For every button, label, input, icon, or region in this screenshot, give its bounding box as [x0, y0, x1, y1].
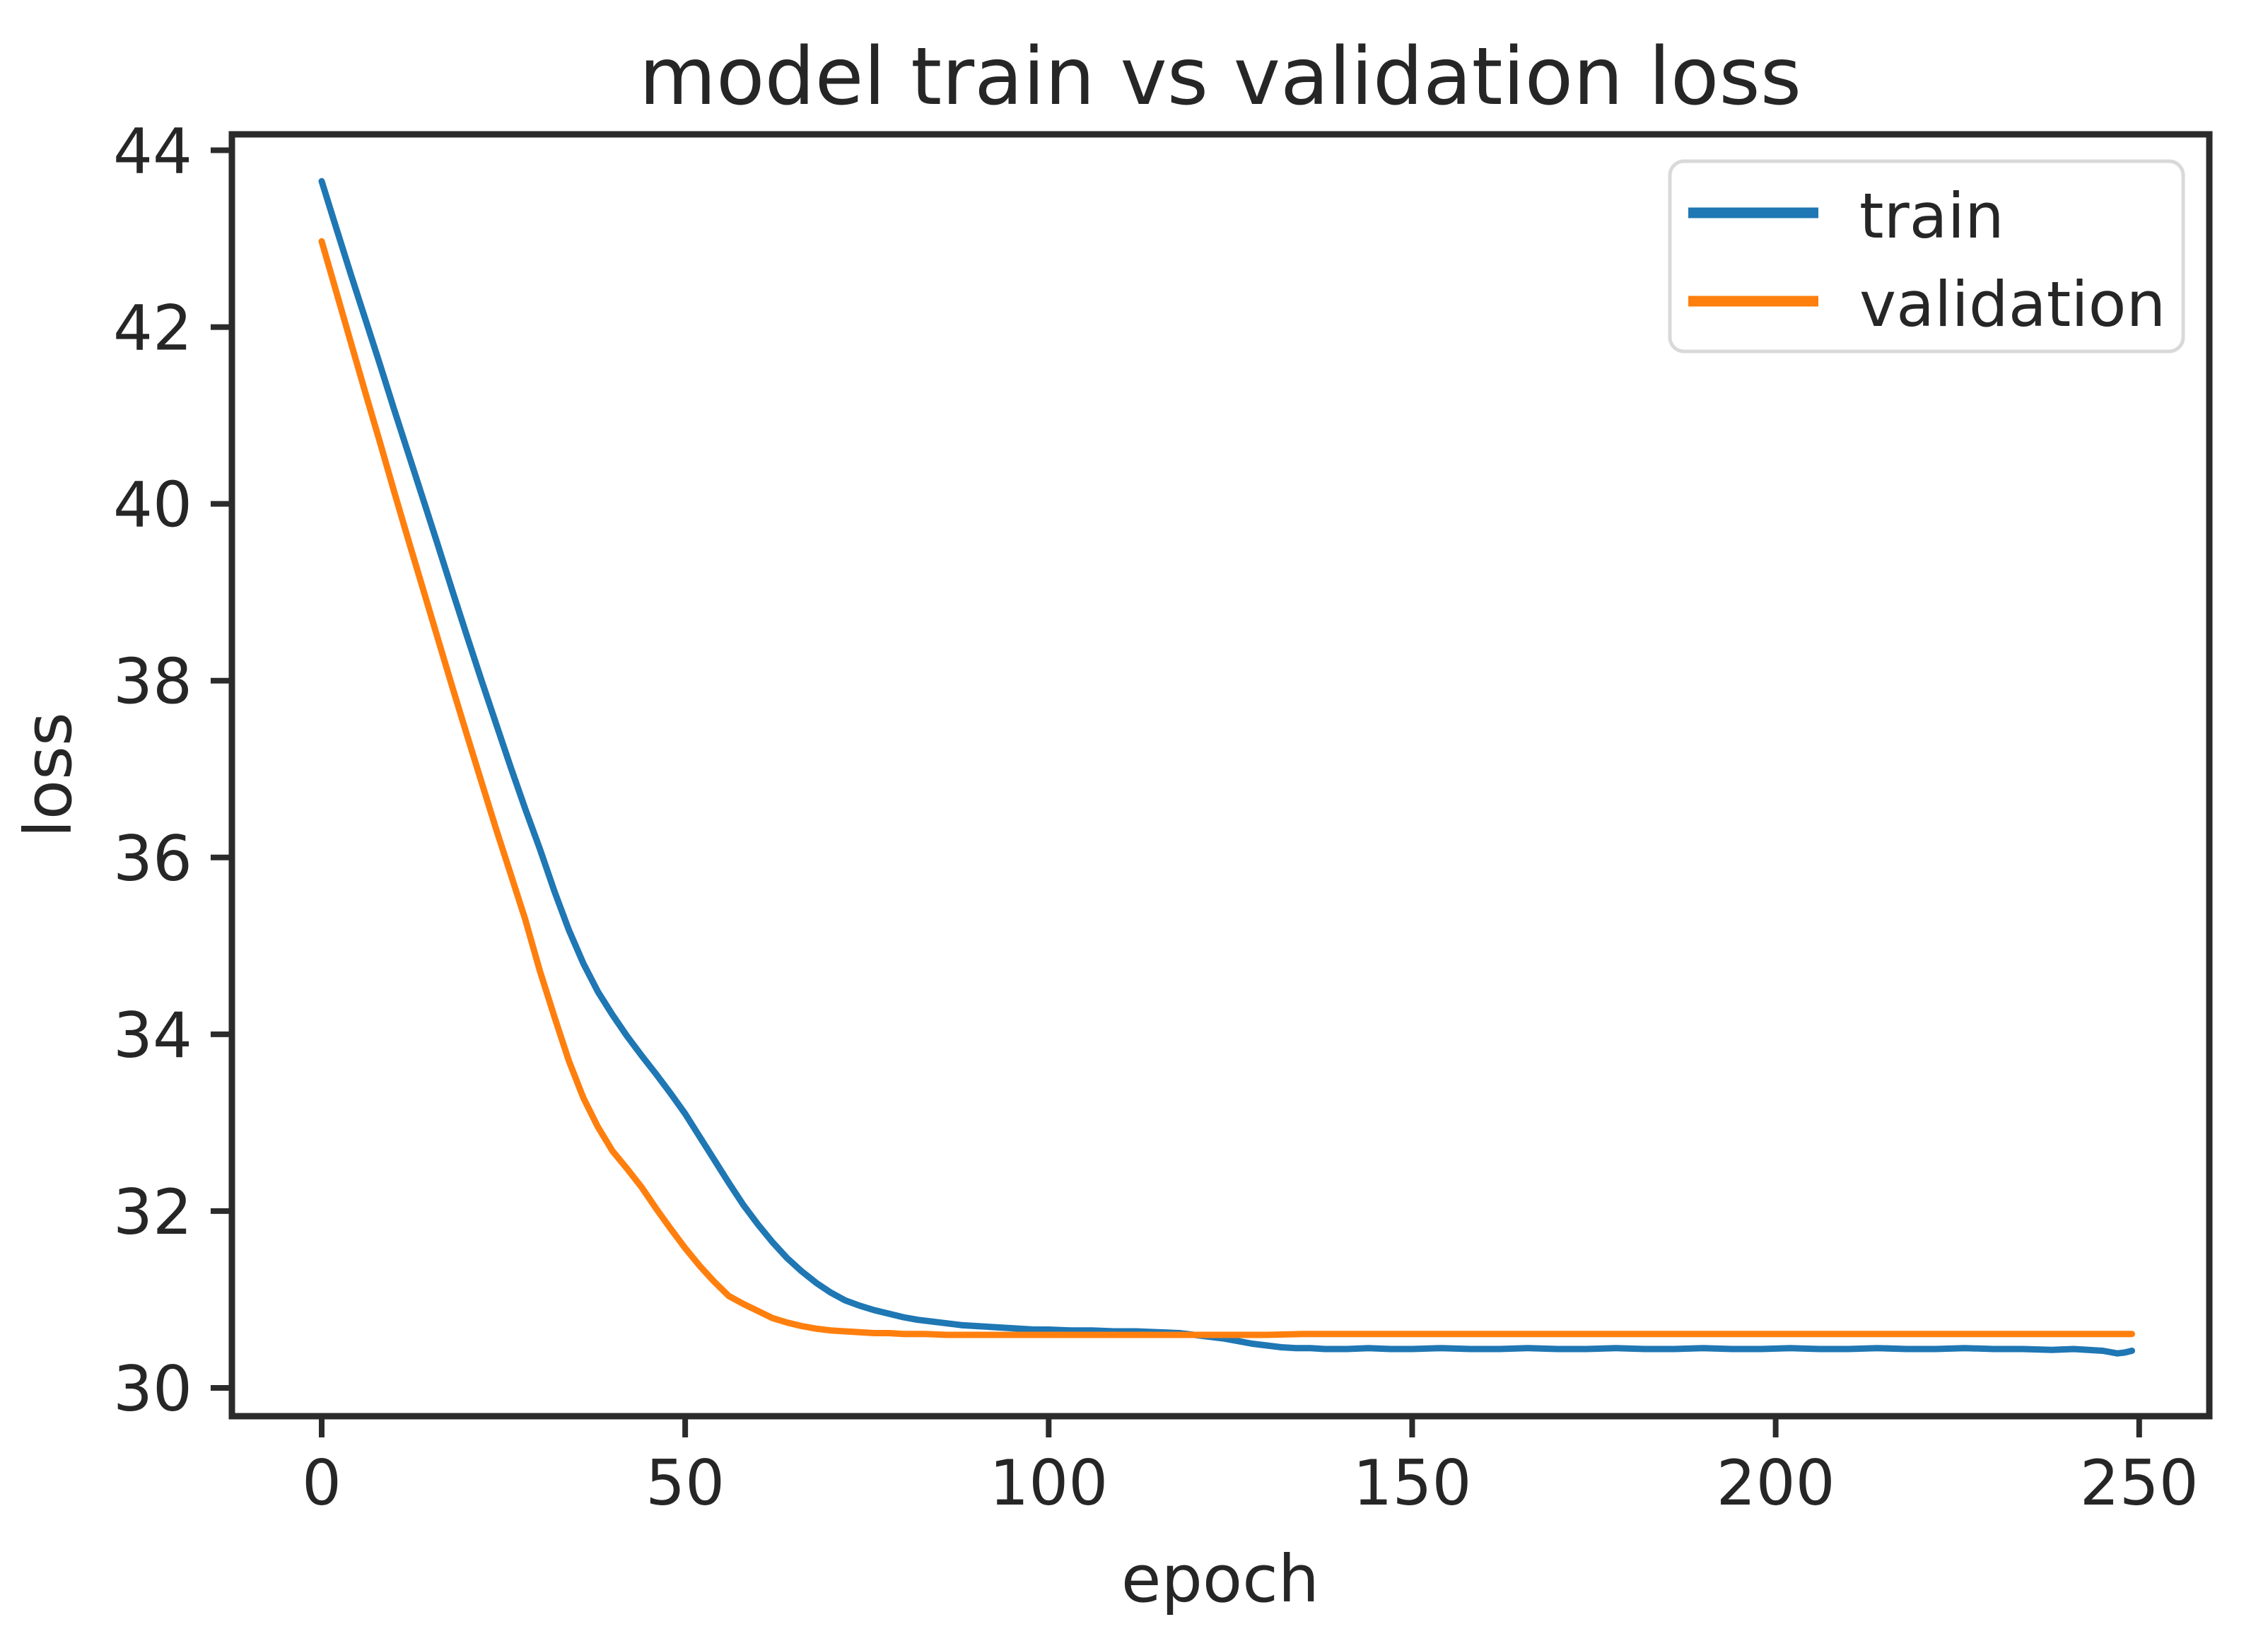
y-tick-label: 42 [113, 292, 192, 365]
y-tick-label: 32 [113, 1176, 192, 1249]
y-tick-label: 44 [113, 115, 192, 188]
y-axis-ticks: 30 32 34 36 38 40 42 44 [113, 115, 232, 1425]
x-axis-label: epoch [1121, 1541, 1319, 1617]
y-tick-label: 40 [113, 469, 192, 542]
legend: train validation [1668, 159, 2185, 354]
x-axis-ticks: 0 50 100 150 200 250 [302, 1416, 2199, 1519]
y-tick-label: 30 [113, 1353, 192, 1425]
x-tick-label: 250 [2080, 1447, 2199, 1519]
x-tick-label: 150 [1352, 1447, 1471, 1519]
series-line-validation [318, 238, 2135, 1338]
x-tick-label: 100 [989, 1447, 1108, 1519]
x-tick-label: 0 [302, 1447, 341, 1519]
series-line-train [318, 177, 2135, 1357]
y-tick-label: 34 [113, 999, 192, 1072]
x-tick-label: 50 [645, 1447, 725, 1519]
series-lines [318, 177, 2135, 1357]
chart-title: model train vs validation loss [639, 31, 1801, 123]
y-tick-label: 38 [113, 646, 192, 718]
x-tick-label: 200 [1717, 1447, 1835, 1519]
legend-label-train: train [1859, 180, 2004, 252]
legend-label-validation: validation [1859, 268, 2165, 341]
y-axis-label: loss [11, 712, 86, 838]
y-tick-label: 36 [113, 822, 192, 895]
